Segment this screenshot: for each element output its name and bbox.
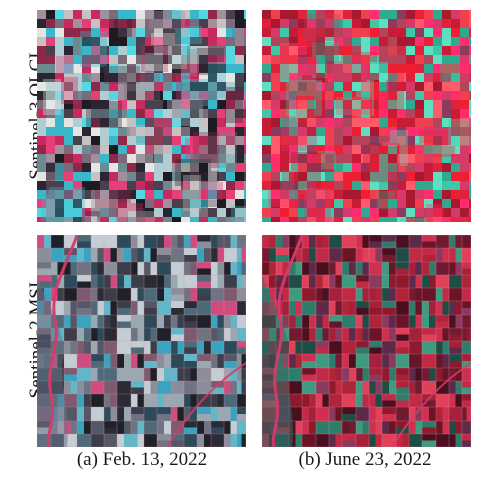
msi-june-mosaic	[262, 235, 471, 447]
caption-feb: (a) Feb. 13, 2022	[76, 449, 208, 470]
image-msi-feb	[37, 235, 246, 447]
river	[271, 235, 304, 447]
msi-feb-mosaic	[37, 235, 246, 447]
olci-june-mosaic	[262, 10, 471, 222]
river	[46, 235, 79, 447]
canal	[391, 362, 471, 447]
pixel-blocks	[37, 10, 246, 222]
olci-feb-mosaic	[37, 10, 246, 222]
image-msi-june	[262, 235, 471, 447]
pixel-blocks	[262, 10, 471, 222]
image-olci-june	[262, 10, 471, 222]
caption-june: (b) June 23, 2022	[298, 449, 432, 470]
image-olci-feb	[37, 10, 246, 222]
canal	[166, 362, 246, 447]
